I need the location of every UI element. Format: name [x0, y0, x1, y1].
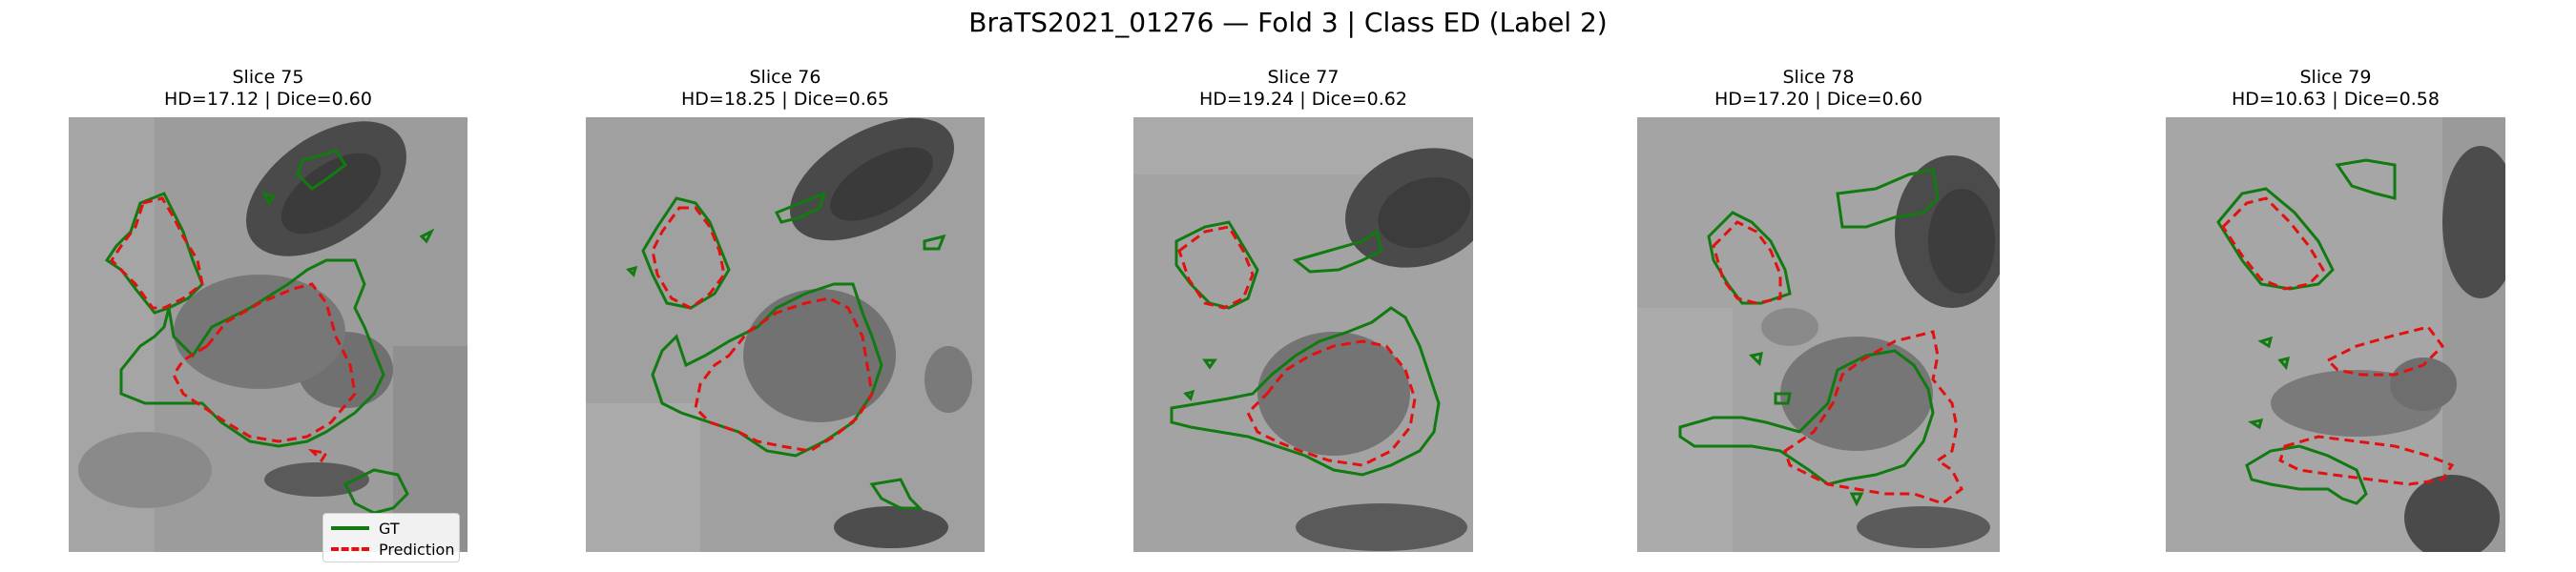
gt-contour [343, 468, 409, 515]
gt-contour [1292, 229, 1383, 274]
prediction-contour [2278, 435, 2455, 486]
prediction-contour [172, 282, 357, 443]
prediction-contour [2325, 325, 2444, 377]
figure-title: BraTS2021_01276 — Fold 3 | Class ED (Lab… [968, 7, 1608, 38]
gt-contour [1836, 168, 1940, 229]
slice-label: Slice 77 [1267, 67, 1340, 88]
legend-prediction-label: Prediction [379, 540, 455, 559]
mri-slice-image [586, 117, 985, 552]
gt-contour [2248, 419, 2264, 430]
panel-title: Slice 76 HD=18.25 | Dice=0.65 [586, 67, 985, 111]
prediction-contour [110, 196, 204, 310]
panel-title: Slice 78 HD=17.20 | Dice=0.60 [1637, 67, 2000, 111]
gt-contour [296, 149, 348, 191]
prediction-contour [2221, 196, 2325, 291]
gt-contour [2245, 444, 2368, 505]
prediction-contour [1783, 330, 1963, 505]
gt-contour [1174, 220, 1259, 310]
slice-panel-78: Slice 78 HD=17.20 | Dice=0.60 [1637, 67, 2000, 570]
metrics-label: HD=18.25 | Dice=0.65 [681, 89, 889, 110]
gt-contour [419, 228, 435, 244]
metrics-label: HD=19.24 | Dice=0.62 [1199, 89, 1407, 110]
slice-panel-76: Slice 76 HD=18.25 | Dice=0.65 [586, 67, 985, 570]
panel-title: Slice 77 HD=19.24 | Dice=0.62 [1133, 67, 1473, 111]
gt-contour [774, 191, 827, 224]
mri-slice-image [1133, 117, 1473, 552]
legend-entry-gt: GT [331, 519, 400, 538]
legend-entry-prediction: Prediction [331, 540, 454, 559]
gt-contour [2216, 187, 2335, 291]
prediction-contour [1177, 225, 1255, 310]
gt-contour [1183, 389, 1195, 401]
gt-contour [119, 258, 385, 448]
mri-slice-image [2166, 117, 2505, 552]
mri-slice-image [1637, 117, 2000, 552]
prediction-contour [1712, 220, 1782, 305]
prediction-contour [307, 448, 329, 463]
slice-label: Slice 79 [2299, 67, 2372, 88]
legend-gt-label: GT [379, 519, 400, 538]
gt-contour [1774, 392, 1792, 405]
metrics-label: HD=17.20 | Dice=0.60 [1714, 89, 1922, 110]
prediction-line-swatch [331, 547, 369, 551]
prediction-contour [694, 296, 874, 453]
panel-title: Slice 79 HD=10.63 | Dice=0.58 [2166, 67, 2505, 111]
prediction-contour [1246, 339, 1417, 467]
gt-contour [1748, 352, 1763, 367]
metrics-label: HD=17.12 | Dice=0.60 [164, 89, 372, 110]
gt-contour [1678, 349, 1935, 486]
gt-contour [626, 265, 638, 277]
slice-panel-75: Slice 75 HD=17.12 | Dice=0.60 GT [69, 67, 467, 570]
gt-contour [1202, 358, 1217, 370]
slice-panel-77: Slice 77 HD=19.24 | Dice=0.62 [1133, 67, 1473, 570]
gt-contour [261, 191, 277, 206]
gt-contour [923, 234, 946, 251]
metrics-label: HD=10.63 | Dice=0.58 [2232, 89, 2440, 110]
gt-contour [2257, 336, 2274, 349]
gt-contour [2277, 356, 2290, 371]
panel-title: Slice 75 HD=17.12 | Dice=0.60 [69, 67, 467, 111]
mri-slice-image [69, 117, 467, 552]
slice-label: Slice 78 [1782, 67, 1855, 88]
gt-line-swatch [331, 526, 369, 530]
slice-label: Slice 75 [232, 67, 304, 88]
gt-contour [1849, 492, 1864, 507]
slice-label: Slice 76 [749, 67, 821, 88]
gt-contour [1170, 306, 1441, 477]
gt-contour [869, 478, 924, 510]
legend: GT Prediction [322, 513, 460, 562]
slice-panel-79: Slice 79 HD=10.63 | Dice=0.58 [2166, 67, 2505, 570]
gt-contour [2335, 158, 2397, 200]
prediction-contour [651, 206, 726, 310]
